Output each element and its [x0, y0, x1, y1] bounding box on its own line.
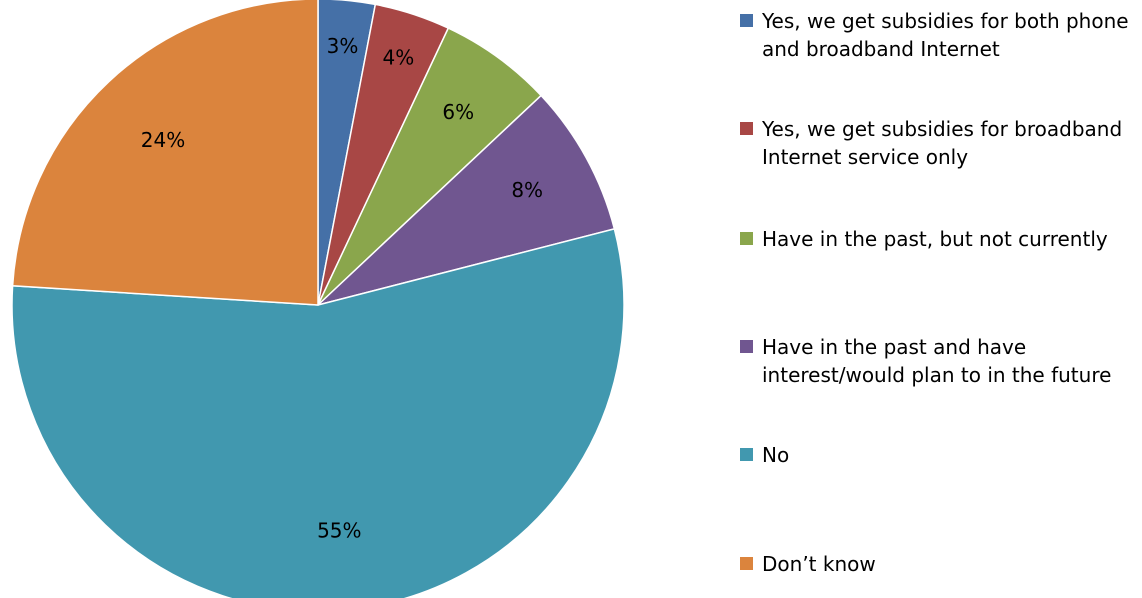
legend-label: No: [762, 443, 790, 467]
pie-slice: [11, 227, 625, 598]
legend-label: Yes, we get subsidies for both phone and…: [762, 9, 1129, 61]
legend-label: Have in the past and have interest/would…: [762, 335, 1112, 387]
pie-plot-area: 3% 4% 6% 8% 55% 24%: [11, 0, 625, 598]
slice-value-label: 24%: [141, 128, 185, 152]
legend-swatch: [740, 122, 753, 135]
pie-slice: [11, 0, 319, 306]
slice-value-label: 8%: [511, 178, 543, 202]
legend-swatch: [740, 232, 753, 245]
legend-swatch: [740, 448, 753, 461]
legend: Yes, we get subsidies for both phone and…: [740, 0, 1140, 598]
legend-label: Don’t know: [762, 552, 876, 576]
legend-label: Yes, we get subsidies for broadband Inte…: [762, 117, 1123, 169]
legend-swatch: [740, 557, 753, 570]
legend-swatch: [740, 14, 753, 27]
slice-value-label: 55%: [317, 518, 361, 542]
pie-slice: [317, 94, 616, 306]
slice-value-label: 3%: [327, 34, 359, 58]
slice-value-label: 6%: [442, 100, 474, 124]
slice-value-label: 4%: [383, 46, 415, 70]
legend-swatch: [740, 340, 753, 353]
legend-label: Have in the past, but not currently: [762, 227, 1108, 251]
